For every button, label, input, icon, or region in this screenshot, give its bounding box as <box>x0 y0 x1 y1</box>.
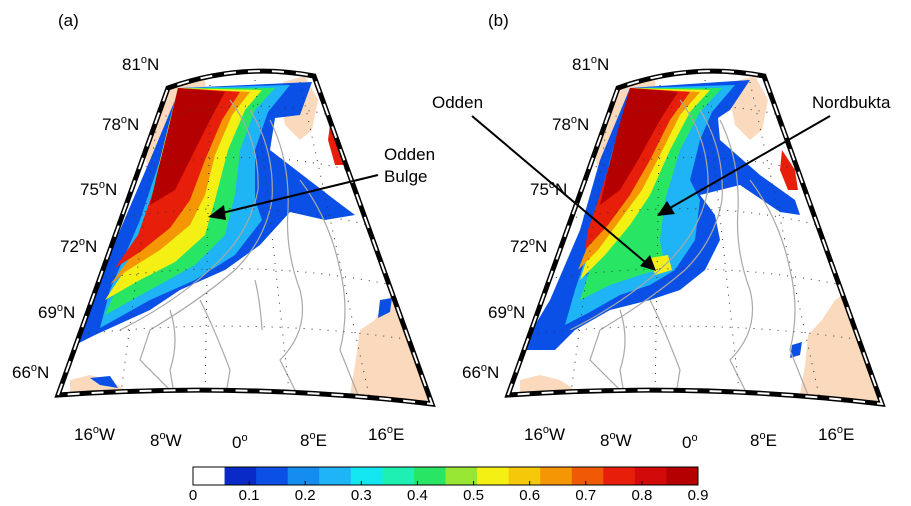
panel-b: (b) <box>432 11 891 452</box>
colorbar-outline <box>192 466 699 486</box>
lat-label: 66oN <box>12 362 49 382</box>
colorbar-cells <box>193 467 699 485</box>
colorbar-tick-label: 0.4 <box>407 487 428 504</box>
colorbar-cell <box>319 467 352 485</box>
svalbard-ice-strip <box>780 150 798 190</box>
odden-annotation: Odden <box>432 93 656 271</box>
colorbar-tick-label: 0.9 <box>688 487 709 504</box>
colorbar: 0 0.1 0.2 0.3 0.4 0.5 0.6 0.7 0.8 0.9 <box>189 466 709 504</box>
colorbar-tick-label: 0.6 <box>519 487 540 504</box>
lon-label: 8oW <box>600 430 632 450</box>
lat-label: 78oN <box>102 114 139 134</box>
colorbar-ticks: 0 0.1 0.2 0.3 0.4 0.5 0.6 0.7 0.8 0.9 <box>189 481 709 504</box>
annotation-arrow <box>471 115 646 263</box>
lat-label: 66oN <box>462 362 499 382</box>
colorbar-tick-label: 0.1 <box>239 487 260 504</box>
colorbar-tick-label: 0.7 <box>575 487 596 504</box>
annotation-arrow <box>221 174 379 214</box>
coastal-ice-patch <box>790 342 802 358</box>
arrow-head-icon <box>657 201 675 216</box>
lat-label: 81oN <box>572 54 609 74</box>
lon-label: 8oE <box>300 430 327 450</box>
colorbar-cell <box>445 467 478 485</box>
lat-label: 72oN <box>510 236 547 256</box>
panel-b-label: (b) <box>488 11 509 30</box>
colorbar-tick-label: 0.5 <box>463 487 484 504</box>
annotation-line: Bulge <box>384 167 427 186</box>
colorbar-cell <box>193 467 226 485</box>
lat-label: 69oN <box>488 302 525 322</box>
odden-bulge-annotation: Odden Bulge <box>208 145 435 220</box>
bathymetry-contours <box>569 99 811 401</box>
colorbar-cell <box>287 467 320 485</box>
colorbar-tick-label: 0.8 <box>631 487 652 504</box>
lat-label: 75oN <box>80 179 117 199</box>
panel-b-longitude-labels: 16oW 8oW 0o 8oE 16oE <box>524 424 854 452</box>
colorbar-tick-label: 0 <box>189 487 197 504</box>
colorbar-cell <box>413 467 446 485</box>
lon-label: 8oW <box>150 430 182 450</box>
annotation-line: Nordbukta <box>812 93 891 112</box>
colorbar-cell <box>256 467 289 485</box>
colorbar-cell <box>571 467 604 485</box>
lon-label: 8oE <box>750 430 777 450</box>
colorbar-cell <box>382 467 415 485</box>
colorbar-tick-label: 0.3 <box>351 487 372 504</box>
lon-label: 0o <box>232 432 248 452</box>
lat-label: 78oN <box>552 114 589 134</box>
graticule <box>521 79 863 401</box>
colorbar-cell <box>350 467 383 485</box>
annotation-line: Odden <box>384 145 435 164</box>
annotation-arrow <box>669 115 831 209</box>
coastal-ice-patch <box>378 298 392 318</box>
lat-label: 72oN <box>60 236 97 256</box>
lon-label: 16oE <box>818 424 854 444</box>
lon-label: 0o <box>682 432 698 452</box>
colorbar-cell <box>224 467 257 485</box>
colorbar-cell <box>508 467 541 485</box>
panel-a-map-area <box>58 71 432 404</box>
coastal-ice-patch <box>90 376 118 388</box>
nordbukta-annotation: Nordbukta <box>657 93 891 216</box>
ice-band-darkred <box>600 88 678 205</box>
colorbar-cell <box>634 467 667 485</box>
panel-a-longitude-labels: 16oW 8oW 0o 8oE 16oE <box>74 424 404 452</box>
panel-a: (a) <box>12 11 436 452</box>
colorbar-cell <box>666 467 699 485</box>
annotation-line: Odden <box>432 93 483 112</box>
lon-label: 16oW <box>524 424 565 444</box>
lat-label: 69oN <box>38 302 75 322</box>
colorbar-tick-label: 0.2 <box>295 487 316 504</box>
ice-band-darkred <box>150 88 225 205</box>
lon-label: 16oE <box>368 424 404 444</box>
colorbar-cell <box>603 467 636 485</box>
arrow-head-icon <box>640 255 656 271</box>
panel-a-label: (a) <box>58 11 79 30</box>
arrow-head-icon <box>208 205 226 220</box>
panel-b-latitude-labels: 81oN 78oN 75oN 72oN 69oN 66oN <box>462 54 609 382</box>
panel-a-latitude-labels: 81oN 78oN 75oN 72oN 69oN 66oN <box>12 54 159 382</box>
lat-label: 81oN <box>122 54 159 74</box>
lon-label: 16oW <box>74 424 115 444</box>
colorbar-cell <box>477 467 510 485</box>
graticule <box>71 79 413 401</box>
ice-band-green <box>580 88 722 300</box>
ice-band-red <box>585 88 690 250</box>
colorbar-cell <box>540 467 573 485</box>
